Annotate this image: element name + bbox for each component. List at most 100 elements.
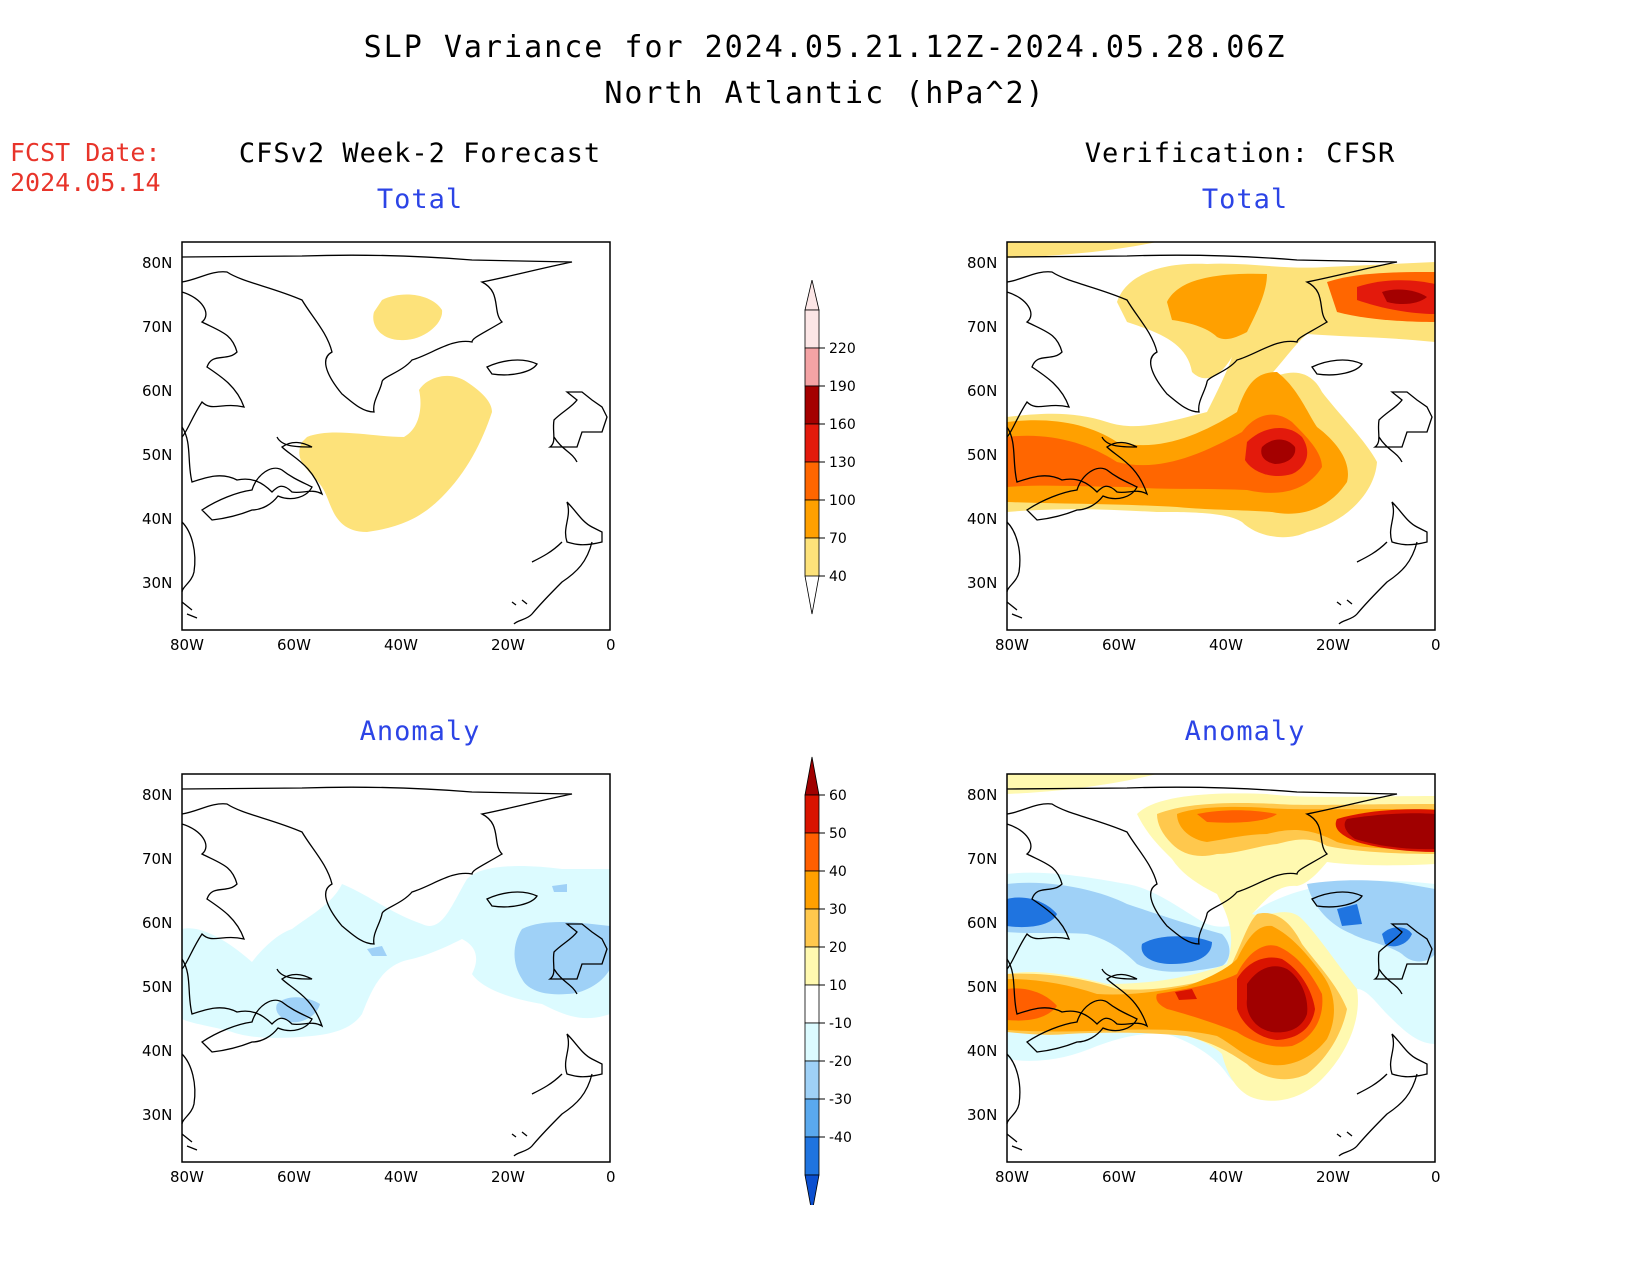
lat-label: 30N <box>142 574 172 592</box>
contour-40-50 <box>1197 810 1277 823</box>
lon-label: 40W <box>384 1168 418 1186</box>
colorbar-label: 50 <box>829 826 847 842</box>
lon-label: 20W <box>1316 636 1350 654</box>
lon-label: 20W <box>1316 1168 1350 1186</box>
lon-label: 60W <box>277 1168 311 1186</box>
lat-label: 60N <box>967 382 997 400</box>
coastline <box>181 254 608 625</box>
map-forecast-anomaly: 80N 70N 60N 50N 40N 30N 80W 60W 40W 20W … <box>142 773 616 1186</box>
colorbar-swatch <box>804 984 820 1024</box>
contour-10-20 <box>1007 774 1157 794</box>
lat-label: 30N <box>967 1106 997 1124</box>
lat-label: 40N <box>967 1042 997 1060</box>
colorbar-label: -40 <box>829 1130 852 1146</box>
colorbar-swatch <box>804 423 820 463</box>
colorbar-swatch <box>804 870 820 910</box>
lat-label: 30N <box>142 1106 172 1124</box>
lon-label: 0 <box>606 1168 616 1186</box>
contour-160-190 <box>1261 439 1296 464</box>
colorbar-cap-bottom <box>804 1174 820 1205</box>
colorbar-cap-bottom <box>804 575 820 615</box>
contour-neg20-neg30 <box>276 997 320 1023</box>
colorbar-swatch <box>804 908 820 948</box>
contour-neg20-neg30 <box>514 921 610 995</box>
lon-label: 80W <box>995 636 1029 654</box>
colorbar-cap-top <box>804 756 820 796</box>
colorbar-label: 160 <box>829 417 856 433</box>
contour-neg10-neg20 <box>182 866 610 1038</box>
colorbar-swatch <box>804 1136 820 1176</box>
colorbar-label: -30 <box>829 1092 852 1108</box>
contour-50-60 <box>1175 989 1197 1000</box>
lat-label: 70N <box>142 850 172 868</box>
contour-neg20-neg30 <box>367 946 387 956</box>
colorbar-swatch <box>804 385 820 425</box>
colorbar-swatch <box>804 499 820 539</box>
contour-neg20-neg30 <box>552 884 567 892</box>
forecast-date-block: FCST Date: 2024.05.14 <box>10 138 161 198</box>
colorbar-swatch <box>804 537 820 577</box>
lon-label: 0 <box>1431 1168 1441 1186</box>
coastline <box>1006 786 1433 1157</box>
lat-label: 80N <box>967 254 997 272</box>
contour-40-70 <box>299 375 492 532</box>
contour-40-70 <box>1007 242 1157 258</box>
lat-label: 50N <box>967 446 997 464</box>
lat-label: 60N <box>967 914 997 932</box>
lon-label: 20W <box>491 636 525 654</box>
colorbar-swatch <box>804 946 820 986</box>
colorbar-label: 40 <box>829 569 847 585</box>
colorbar-anomaly: 60 50 40 30 20 10 -10 -20 -30 -40 <box>804 756 852 1205</box>
lon-label: 40W <box>1209 636 1243 654</box>
lon-label: 80W <box>170 1168 204 1186</box>
colorbar-label: -20 <box>829 1054 852 1070</box>
panel-title-forecast-anomaly: Anomaly <box>359 716 481 747</box>
forecast-date-value: 2024.05.14 <box>10 168 161 197</box>
coastline <box>181 786 608 1157</box>
lon-label: 60W <box>1102 1168 1136 1186</box>
colorbar-swatch <box>804 347 820 387</box>
lat-label: 80N <box>967 786 997 804</box>
contour-above-60 <box>1246 966 1308 1033</box>
contour-neg30-neg40 <box>1337 904 1362 926</box>
colorbar-label: 100 <box>829 493 856 509</box>
map-verification-total: 80N 70N 60N 50N 40N 30N 80W 60W 40W 20W … <box>967 241 1441 654</box>
panel-title-verification-total: Total <box>1201 184 1289 215</box>
lat-label: 50N <box>142 446 172 464</box>
lon-label: 40W <box>1209 1168 1243 1186</box>
column-title-verification: Verification: CFSR <box>1084 138 1396 169</box>
colorbar-label: 20 <box>829 940 847 956</box>
contour-40-70 <box>373 294 443 341</box>
contour-neg30-neg40 <box>1007 897 1057 928</box>
lat-label: 30N <box>967 574 997 592</box>
lat-label: 70N <box>142 318 172 336</box>
lon-label: 40W <box>384 636 418 654</box>
lat-label: 50N <box>967 978 997 996</box>
colorbar-label: 190 <box>829 379 856 395</box>
colorbar-label: 60 <box>829 788 847 804</box>
lat-label: 60N <box>142 914 172 932</box>
lon-label: 80W <box>170 636 204 654</box>
contour-70-100 <box>1167 273 1267 340</box>
coastline <box>1006 254 1433 625</box>
lat-label: 80N <box>142 254 172 272</box>
colorbar-swatch <box>804 1098 820 1138</box>
lat-label: 60N <box>142 382 172 400</box>
colorbar-swatch <box>804 461 820 501</box>
lat-label: 40N <box>142 1042 172 1060</box>
map-verification-anomaly: 80N 70N 60N 50N 40N 30N 80W 60W 40W 20W … <box>967 773 1441 1186</box>
colorbar-swatch <box>804 309 820 349</box>
lon-label: 80W <box>995 1168 1029 1186</box>
lon-label: 60W <box>1102 636 1136 654</box>
colorbar-label: 10 <box>829 978 847 994</box>
lon-label: 0 <box>606 636 616 654</box>
chart-subtitle: North Atlantic (hPa^2) <box>604 76 1046 111</box>
colorbar-cap-top <box>804 280 820 311</box>
lat-label: 80N <box>142 786 172 804</box>
colorbar-label: -10 <box>829 1016 852 1032</box>
map-forecast-total: 80N 70N 60N 50N 40N 30N 80W 60W 40W 20W … <box>142 241 616 654</box>
contour-above-60 <box>1344 813 1435 850</box>
lat-label: 70N <box>967 850 997 868</box>
colorbar-swatch <box>804 794 820 834</box>
colorbar-label: 40 <box>829 864 847 880</box>
